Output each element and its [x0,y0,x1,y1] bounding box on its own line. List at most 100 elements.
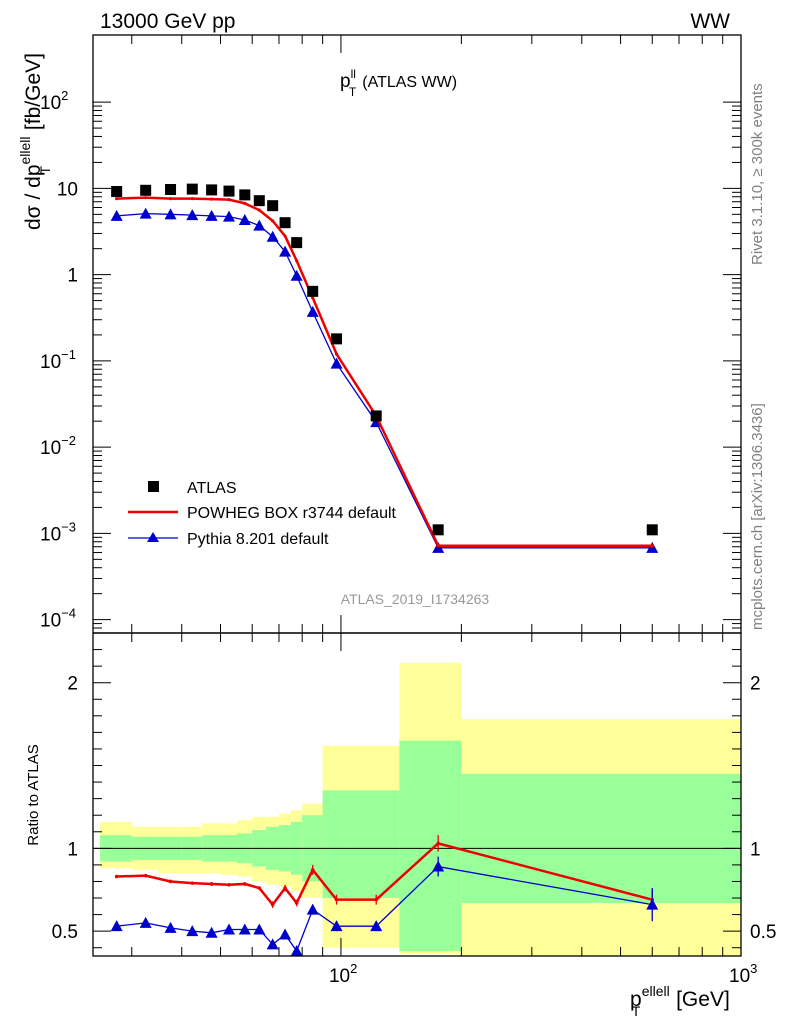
legend-marker-pythia [147,532,159,542]
legend-label-powheg: POWHEG BOX r3744 default [187,505,397,522]
rivet-label: Rivet 3.1.10, ≥ 300k events [749,83,766,265]
atlas-point [253,195,265,207]
pythia-point [646,541,659,553]
powheg-point [650,544,654,548]
ratio-powheg-point [283,886,287,890]
ratio-pythia-point [330,920,343,932]
atlas-point [239,189,251,201]
powheg-point [271,219,275,223]
main-ytick-label: 102 [40,88,68,114]
header-right: WW [690,10,730,33]
ratio-powheg-point [190,881,195,885]
main-ytick-label: 1 [67,266,78,287]
atlas-point [291,237,303,249]
pythia-point [222,210,235,222]
plot-title: pll T(ATLAS WW) [340,67,457,99]
pythia-point [186,209,199,221]
ratio-ytick-label-right: 2 [750,674,761,695]
ratio-band-inner [322,790,350,899]
ratio-xtick-label: 103 [729,961,757,987]
pythia-point [253,219,266,231]
mcplots-label: mcplots.cern.ch [arXiv:1306.3436] [749,403,766,630]
ratio-powheg-point [334,897,339,902]
pythia-point [205,209,218,221]
ratio-pythia-point [646,898,659,910]
powheg-point [115,197,119,201]
legend: ATLAS POWHEG BOX r3744 default Pythia 8.… [128,480,397,548]
powheg-point [436,544,440,548]
atlas-point [140,184,152,196]
pythia-point [110,209,123,221]
ratio-powheg-point [310,868,315,872]
pythia-point [238,213,251,225]
analysis-id: ATLAS_2019_I1734263 [341,591,490,607]
ratio-pythia-point [266,938,279,950]
main-ytick-label: 10−2 [40,433,76,459]
ratio-pythia-point [279,928,292,940]
powheg-point [210,197,214,201]
ratio-powheg-point [257,886,262,890]
main-ytick-label: 10−3 [40,519,76,545]
powheg-line [116,196,653,547]
ratio-xtick-label: 102 [329,961,357,987]
powheg-point [257,208,261,212]
ratio-powheg-point [114,874,119,879]
ratio-powheg-point [168,879,173,884]
powheg-point [334,352,339,356]
header-left: 13000 GeV pp [100,10,235,33]
pythia-line [116,212,653,549]
ratio-band-inner [349,790,400,899]
ratio-powheg-point [209,882,214,886]
atlas-point [307,285,319,297]
atlas-point [165,184,177,196]
ratio-pythia-point [432,860,445,872]
atlas-point [432,524,444,536]
main-ytick-label: 10 [57,179,78,200]
main-ylabel: dσ / dpellellT [fb/GeV] [17,53,53,230]
atlas-point [331,333,343,345]
pythia-point [266,230,279,242]
pythia-point [164,208,177,220]
atlas-point [267,200,279,212]
ratio-ytick-label: 2 [67,674,78,695]
ratio-pythia-point [238,923,251,935]
ratio-powheg-point [294,901,299,905]
atlas-point [206,184,218,196]
ratio-ytick-label: 1 [67,839,78,860]
atlas-point [223,185,235,197]
ratio-powheg-line [116,841,653,907]
ratio-powheg-point [374,897,379,902]
powheg-point [168,197,173,201]
ratio-pythia-point [253,923,266,935]
atlas-point [111,185,123,197]
ratio-ytick-label: 0.5 [52,922,78,943]
legend-marker-atlas [148,481,159,492]
atlas-point [279,217,291,229]
pythia-point [279,245,292,257]
pythia-point [306,305,319,317]
ratio-pythia-point [290,945,303,957]
ratio-pythia-line [116,865,653,953]
ratio-powheg-point [243,882,247,886]
main-ytick-label: 10−4 [40,606,76,632]
main-ytick-label: 10−1 [40,347,76,373]
ratio-powheg-point [436,841,440,846]
ratio-panel: 0.5 0.5 1 1 2 2 102 103 Ratio to ATLAS pellell T… [25,632,776,1019]
powheg-point [311,296,315,300]
ratio-powheg-point [270,902,275,907]
ratio-powheg-point [143,873,148,878]
atlas-point [370,410,382,422]
powheg-point [227,198,231,202]
powheg-point [144,196,148,200]
ratio-ytick-label-right: 1 [750,839,761,860]
ratio-ylabel: Ratio to ATLAS [25,744,42,845]
ratio-ytick-label-right: 0.5 [750,922,776,943]
atlas-point [646,524,658,536]
ratio-band-inner [461,773,741,903]
ratio-pythia-point [306,903,319,915]
powheg-point [190,197,194,201]
atlas-point [186,183,198,195]
powheg-point [295,259,299,263]
ratio-pythia-point [164,921,177,933]
